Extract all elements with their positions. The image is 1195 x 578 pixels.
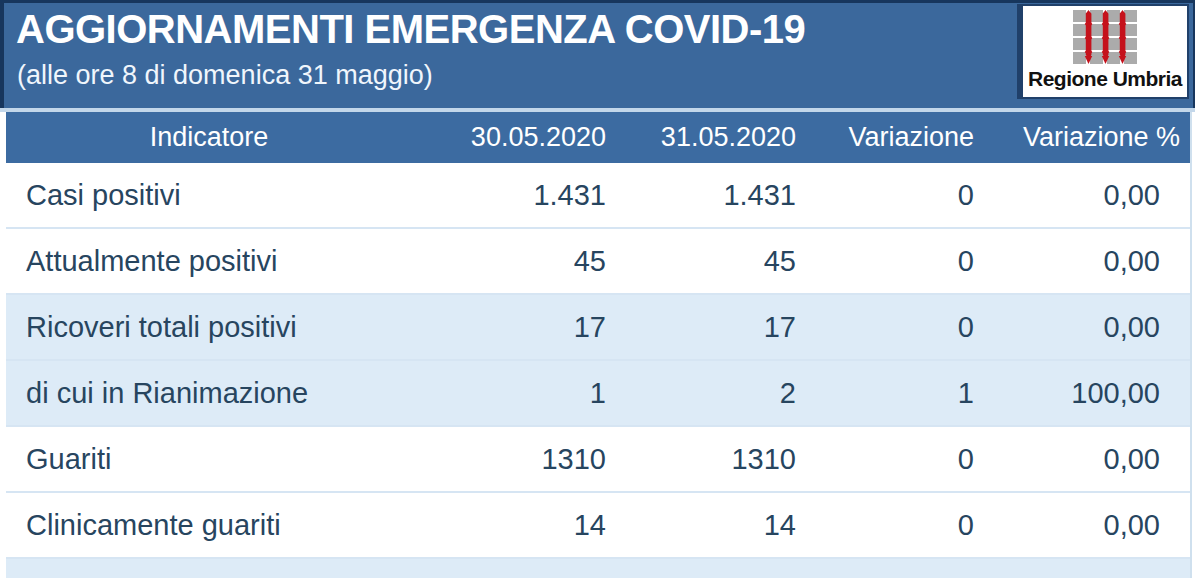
covid-table: Indicatore 30.05.2020 31.05.2020 Variazi… [6, 112, 1192, 578]
page-subtitle: (alle ore 8 di domenica 31 maggio) [17, 60, 433, 91]
col-header-variazione-pct: Variazione % [980, 122, 1190, 153]
row-label: Casi positivi [6, 179, 412, 212]
table-row-rianimazione: di cui in Rianimazione 1 2 1 100,00 [6, 361, 1190, 427]
covid-update-slide: AGGIORNAMENTI EMERGENZA COVID-19 (alle o… [0, 0, 1195, 578]
table-row-ricoveri-totali: Ricoveri totali positivi 17 17 0 0,00 [6, 295, 1190, 361]
cell-value: 0 [802, 245, 980, 278]
cell-value: 45 [612, 245, 802, 278]
cell-value: 14 [412, 509, 612, 542]
cell-value: 0,00 [980, 245, 1190, 278]
cell-value: 17 [612, 311, 802, 344]
cell-value: 0,00 [980, 443, 1190, 476]
cell-value: 100,00 [980, 377, 1190, 410]
table-row-clinicamente-guariti: Clinicamente guariti 14 14 0 0,00 [6, 493, 1190, 559]
regione-umbria-logo: Regione Umbria [1017, 4, 1189, 99]
cell-value: 0,00 [980, 509, 1190, 542]
cell-value: 0,00 [980, 179, 1190, 212]
row-label: Clinicamente guariti [6, 509, 412, 542]
cell-value: 1 [412, 377, 612, 410]
col-header-variazione: Variazione [802, 122, 980, 153]
regione-umbria-label: Regione Umbria [1028, 67, 1182, 91]
cell-value: 0 [802, 509, 980, 542]
cell-value: 1.431 [412, 179, 612, 212]
umbria-ceri-emblem-icon [1065, 10, 1145, 66]
cell-value: 0 [802, 179, 980, 212]
table-row-attualmente-positivi: Attualmente positivi 45 45 0 0,00 [6, 229, 1190, 295]
table-row-guariti: Guariti 1310 1310 0 0,00 [6, 427, 1190, 493]
row-label: Guariti [6, 443, 412, 476]
col-header-indicatore: Indicatore [6, 122, 412, 153]
cell-value: 17 [412, 311, 612, 344]
row-label: di cui in Rianimazione [6, 377, 412, 410]
cell-value: 0 [802, 311, 980, 344]
cell-value: 2 [612, 377, 802, 410]
cell-value: 1310 [412, 443, 612, 476]
cell-value: 14 [612, 509, 802, 542]
cell-value: 1310 [612, 443, 802, 476]
cell-value: 1.431 [612, 179, 802, 212]
cell-value: 0 [802, 443, 980, 476]
row-label: Attualmente positivi [6, 245, 412, 278]
cell-value: 1 [802, 377, 980, 410]
col-header-date-2: 31.05.2020 [612, 122, 802, 153]
row-label: Ricoveri totali positivi [6, 311, 412, 344]
page-title: AGGIORNAMENTI EMERGENZA COVID-19 [16, 7, 805, 52]
next-row-partial-strip [6, 559, 1190, 578]
title-band: AGGIORNAMENTI EMERGENZA COVID-19 (alle o… [0, 0, 1195, 108]
col-header-date-1: 30.05.2020 [412, 122, 612, 153]
cell-value: 0,00 [980, 311, 1190, 344]
cell-value: 45 [412, 245, 612, 278]
table-row-casi-positivi: Casi positivi 1.431 1.431 0 0,00 [6, 163, 1190, 229]
table-header-row: Indicatore 30.05.2020 31.05.2020 Variazi… [6, 112, 1190, 163]
